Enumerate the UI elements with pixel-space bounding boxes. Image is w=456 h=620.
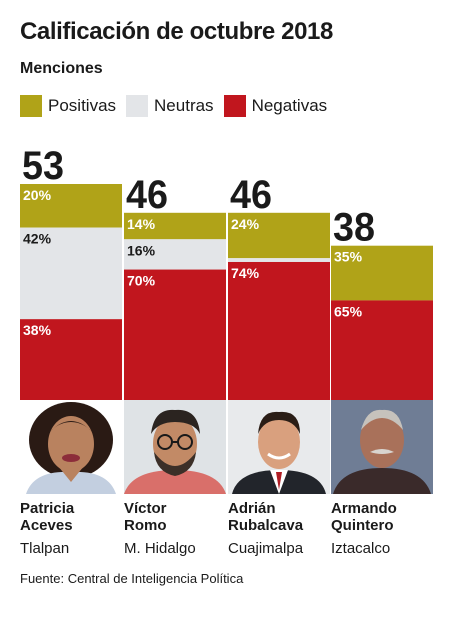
data-label-negativas: 65% [334,303,363,319]
candidate-name-4: Armando Quintero [331,500,397,534]
bar-segment-positivas [124,212,226,240]
candidate-last-name: Rubalcava [228,517,304,534]
data-label-neutras: 16% [127,242,156,258]
legend-item-positivas: Positivas [20,95,116,117]
bar-segment-negativas [124,269,226,402]
bar-segment-negativas [228,261,330,402]
portrait-man-glasses-icon [124,400,226,494]
candidate-name-2: Víctor Romo [124,500,167,534]
data-label-positivas: 35% [334,249,363,265]
data-label-negativas: 38% [23,322,52,338]
legend-item-negativas: Negativas [223,95,328,117]
legend-swatch-neutras [126,95,149,117]
candidate-borough-2: M. Hidalgo [124,540,196,557]
bar-segment-negativas [20,319,122,402]
candidate-first-name: Víctor [124,500,167,517]
bar-segment-positivas [228,212,330,259]
portrait-woman-icon [20,400,122,494]
bar-segment-negativas [331,300,433,402]
candidate-name-3: Adrián Rubalcava [228,500,303,534]
total-label: 46 [126,173,168,217]
legend-swatch-negativas [223,95,246,117]
data-label-positivas: 14% [127,216,156,232]
legend-label-neutras: Neutras [154,96,214,115]
bar-segment-positivas [331,245,433,301]
legend: Positivas Neutras Negativas [20,94,337,118]
total-label: 53 [22,144,64,188]
data-label-positivas: 24% [231,216,260,232]
data-label-positivas: 20% [23,187,52,203]
candidate-borough-1: Tlalpan [20,540,70,557]
portrait-man-suit-icon [228,400,330,494]
candidate-first-name: Patricia [20,500,75,517]
candidate-name-1: Patricia Aceves [20,500,74,534]
legend-swatch-positivas [20,95,42,117]
bar-segment-neutras [124,239,226,270]
portrait-man-mustache-icon [331,400,433,494]
source-note: Fuente: Central de Inteligencia Política [20,571,244,586]
candidate-first-name: Adrián [228,500,276,517]
candidate-last-name: Aceves [20,517,73,534]
legend-item-neutras: Neutras [126,95,214,117]
chart-title: Calificación de octubre 2018 [20,18,333,45]
bar-segment-positivas [20,184,122,228]
data-label-negativas: 70% [127,273,156,289]
candidate-first-name: Armando [331,500,397,517]
candidate-borough-3: Cuajimalpa [228,540,304,557]
chart-subtitle: Menciones [20,60,103,77]
bar-segment-neutras [228,258,330,262]
legend-label-negativas: Negativas [251,96,328,115]
total-label: 38 [333,206,375,250]
data-label-negativas: 74% [231,265,260,281]
candidate-last-name: Quintero [331,517,394,534]
total-label: 46 [230,173,272,217]
candidate-borough-4: Iztacalco [331,540,391,557]
legend-label-positivas: Positivas [48,96,117,115]
candidate-last-name: Romo [124,517,167,534]
data-label-neutras: 42% [23,231,52,247]
bar-segment-neutras [20,227,122,320]
